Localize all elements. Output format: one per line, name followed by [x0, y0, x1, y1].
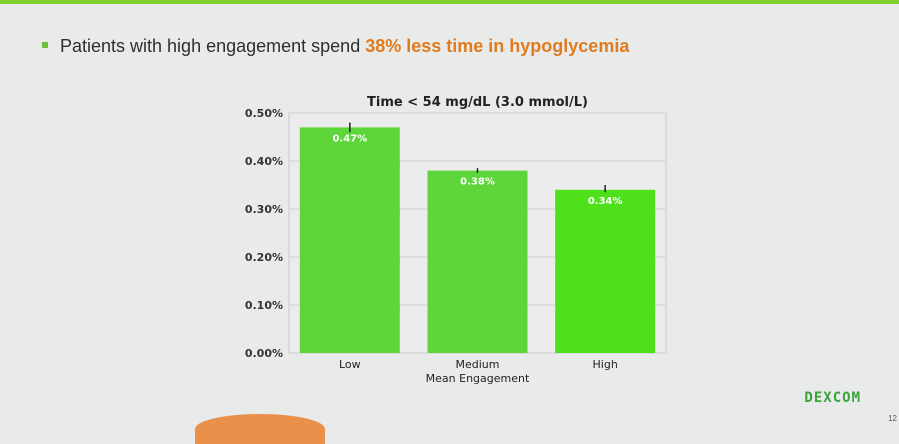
- top-accent-bar: [0, 0, 899, 4]
- bar-chart-svg: 0.00% 0.10% 0.20% 0.30% 0.40% 0.50% Time < 54 …: [245, 95, 667, 385]
- x-axis-label: Mean Engagement: [426, 372, 530, 385]
- chart-title: Time < 54 mg/dL (3.0 mmol/L): [367, 95, 588, 110]
- x-tick-label: High: [593, 358, 618, 371]
- y-tick-label: 0.00%: [245, 347, 283, 360]
- y-tick-label: 0.40%: [245, 155, 283, 168]
- chart: 0.00% 0.10% 0.20% 0.30% 0.40% 0.50% Time < 54 …: [245, 95, 667, 385]
- y-tick-label: 0.30%: [245, 203, 283, 216]
- headline-prefix: Patients with high engagement spend: [60, 36, 366, 56]
- page-number: 12: [888, 414, 897, 423]
- data-label: 0.34%: [588, 196, 623, 207]
- headline-highlight: 38% less time in hypoglycemia: [365, 36, 630, 56]
- headline: Patients with high engagement spend 38% …: [42, 36, 629, 57]
- dexcom-logo: DEXCOM: [804, 390, 861, 406]
- bar-low: [299, 127, 400, 354]
- y-tick-label: 0.50%: [245, 107, 283, 120]
- data-label: 0.38%: [460, 177, 495, 188]
- bar-medium: [427, 170, 528, 353]
- x-tick-label: Low: [339, 358, 361, 371]
- bar-high: [555, 189, 656, 353]
- x-tick-label: Medium: [456, 358, 500, 371]
- y-tick-label: 0.20%: [245, 251, 283, 264]
- y-tick-label: 0.10%: [245, 299, 283, 312]
- bullet-icon: [42, 42, 48, 49]
- decorative-shape: [195, 414, 325, 444]
- data-label: 0.47%: [332, 133, 367, 144]
